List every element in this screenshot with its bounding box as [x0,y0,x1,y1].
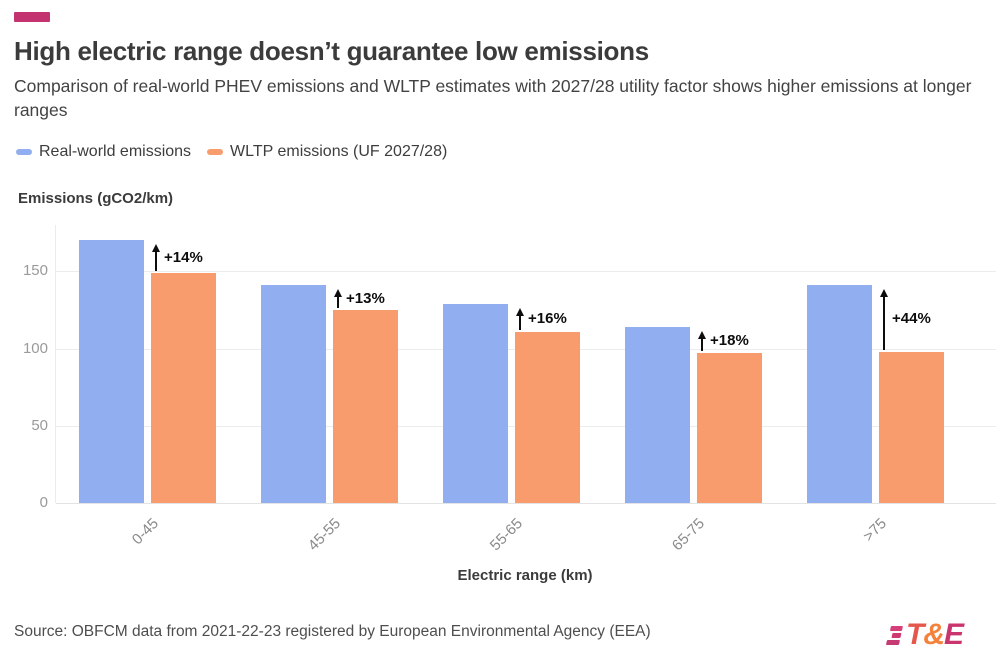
annotation-label->75: +44% [892,310,931,328]
bar-wltp-0-45 [151,272,216,503]
bar-real-world-65-75 [625,326,690,503]
annotation-arrow-head-55-65 [515,307,524,316]
legend-item-real-world: Real-world emissions [16,143,191,161]
y-tick-label-50: 50 [31,416,48,434]
plot-area: 0 50 100 150 +14% 0-45 +13% 45-55 +16% 55-65 +18% 6… [23,225,996,554]
bar-wltp-55-65 [515,331,580,503]
legend-label-wltp: WLTP emissions (UF 2027/28) [230,143,448,160]
legend-item-wltp: WLTP emissions (UF 2027/28) [207,143,447,161]
chart-title: High electric range doesn’t guarantee lo… [14,36,649,66]
annotation-arrow-head-0-45 [151,244,160,253]
annotation-arrow-line-0-45 [155,251,157,271]
brand-dash [14,12,50,22]
te-logo-bars-icon [886,625,903,645]
bar-real-world-45-55 [261,285,326,503]
te-logo-text: T&E [906,618,964,651]
source-note: Source: OBFCM data from 2021-22-23 regis… [14,623,651,640]
bar-wltp-45-55 [333,309,398,503]
annotation-label-0-45: +14% [164,248,203,266]
annotation-label-45-55: +13% [346,289,385,307]
annotation-arrow-head-45-55 [333,289,342,298]
bar-real-world-55-65 [443,303,508,503]
y-tick-label-0: 0 [39,494,48,511]
annotation-arrow-line-65-75 [701,337,703,352]
annotation-arrow-head->75 [879,289,888,298]
x-axis-title: Electric range (km) [457,567,593,584]
gridline-150 [56,271,996,273]
annotation-label-55-65: +16% [528,309,567,327]
legend: Real-world emissions WLTP emissions (UF … [16,143,447,161]
x-axis-baseline [56,503,996,504]
legend-marker-real-world [16,149,32,155]
annotation-arrow-line->75 [883,296,885,350]
y-tick-label-150: 150 [22,262,48,280]
bar-real-world->75 [807,285,872,503]
legend-label-real-world: Real-world emissions [39,143,192,160]
y-tick-label-100: 100 [22,339,48,357]
legend-marker-wltp [207,149,224,155]
bar-wltp->75 [879,351,944,503]
bar-wltp-65-75 [697,353,762,503]
annotation-arrow-head-65-75 [697,330,706,339]
y-axis-title: Emissions (gCO2/km) [18,190,174,207]
chart-subtitle: Comparison of real-world PHEV emissions … [14,76,972,120]
annotation-label-65-75: +18% [710,332,749,350]
annotation-arrow-line-55-65 [519,314,521,330]
te-logo: T&E [886,618,964,651]
annotation-arrow-line-45-55 [337,296,339,308]
bar-real-world-0-45 [79,240,144,503]
